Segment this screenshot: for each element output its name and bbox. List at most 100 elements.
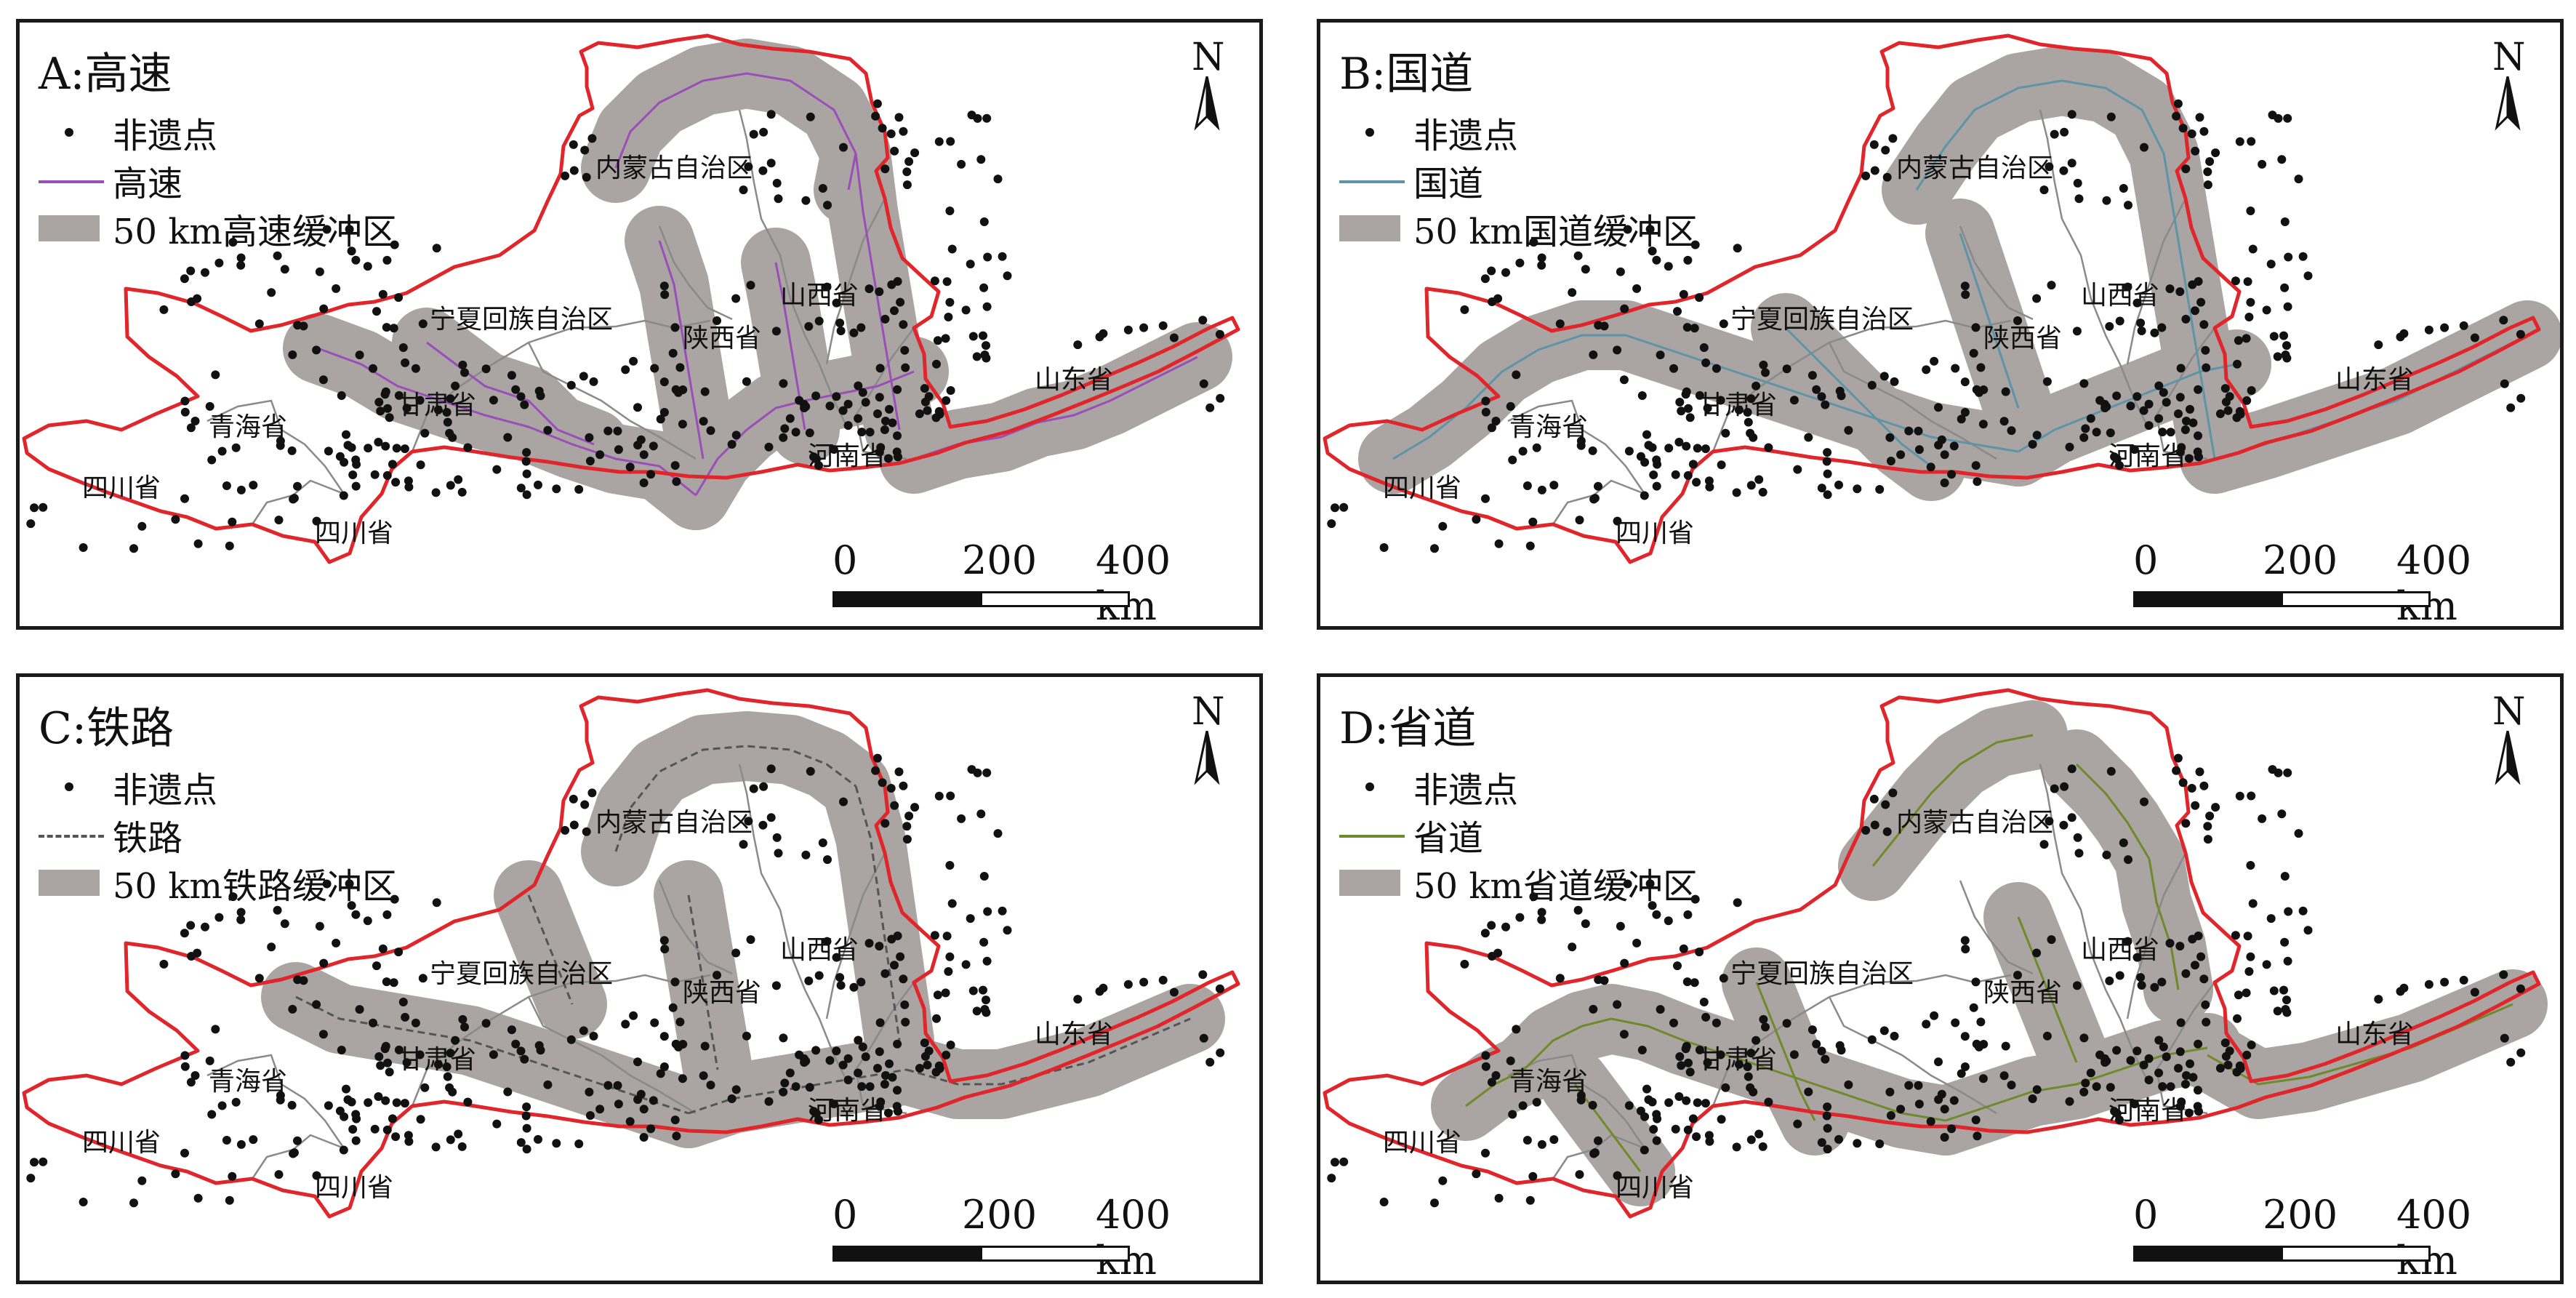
scale-bar: 0 200 400 km	[2133, 537, 2471, 626]
heritage-point	[1701, 358, 1711, 367]
heritage-point	[650, 1018, 659, 1027]
heritage-point	[579, 1026, 588, 1035]
heritage-point	[378, 944, 388, 953]
heritage-point	[2102, 196, 2111, 205]
scale-tick-label: 200	[962, 1192, 1038, 1238]
heritage-point	[398, 343, 408, 352]
heritage-point	[1645, 879, 1655, 889]
heritage-point	[739, 185, 748, 195]
heritage-point	[886, 784, 896, 793]
heritage-point	[1870, 166, 1879, 175]
heritage-point	[857, 428, 867, 437]
heritage-point	[1746, 394, 1756, 404]
heritage-point	[1139, 323, 1149, 332]
heritage-point	[363, 262, 372, 271]
heritage-point	[849, 328, 859, 337]
heritage-point	[1999, 417, 2009, 426]
heritage-point	[355, 1005, 364, 1014]
heritage-point	[779, 379, 788, 388]
heritage-point	[2095, 1050, 2105, 1059]
map-legend: 非遗点 铁路 50 km铁路缓冲区	[39, 763, 397, 907]
heritage-point	[2172, 111, 2181, 121]
heritage-point	[1537, 1139, 1546, 1149]
heritage-point	[364, 444, 373, 453]
heritage-point	[1648, 247, 1657, 256]
heritage-point	[1695, 390, 1704, 400]
heritage-point	[1169, 987, 1179, 997]
heritage-point	[318, 1030, 328, 1039]
heritage-point	[2079, 1087, 2089, 1097]
heritage-point	[1752, 1035, 1761, 1045]
heritage-point	[873, 1064, 882, 1073]
heritage-point	[2280, 217, 2290, 226]
heritage-point	[1817, 1138, 1826, 1147]
heritage-point	[1914, 1099, 1924, 1109]
map-panel-a: 内蒙古自治区 宁夏回族自治区 陕西省 山西省 甘肃省 青海省 四川省 四川省 河南省 山东省 A:高…	[16, 19, 1263, 630]
heritage-point	[659, 377, 669, 387]
heritage-point	[1620, 304, 1629, 313]
heritage-point	[2193, 1102, 2202, 1111]
heritage-point	[1649, 470, 1658, 479]
heritage-point	[2294, 175, 2303, 184]
heritage-point	[1573, 251, 1583, 260]
heritage-point	[931, 1067, 941, 1077]
heritage-point	[2073, 833, 2082, 842]
heritage-point	[351, 255, 361, 265]
heritage-point	[228, 892, 238, 902]
heritage-point	[656, 414, 665, 424]
heritage-point	[404, 1131, 413, 1140]
heritage-point	[522, 1145, 531, 1154]
heritage-point	[534, 1134, 542, 1144]
heritage-point	[401, 1012, 410, 1022]
heritage-point	[888, 1073, 897, 1082]
heritage-point	[1978, 420, 1988, 429]
heritage-point	[998, 906, 1007, 916]
heritage-point	[945, 861, 955, 870]
heritage-point	[587, 134, 597, 143]
heritage-point	[672, 1131, 681, 1141]
heritage-point	[1817, 484, 1826, 493]
heritage-point	[1679, 289, 1688, 299]
heritage-point	[345, 879, 354, 889]
heritage-point	[481, 364, 491, 374]
heritage-point	[749, 784, 758, 793]
heritage-point	[589, 1031, 598, 1041]
heritage-point	[854, 414, 863, 423]
heritage-point	[1199, 1033, 1208, 1043]
heritage-point	[2050, 129, 2059, 139]
heritage-point	[2283, 113, 2292, 123]
heritage-point	[1652, 455, 1661, 465]
heritage-point	[2188, 418, 2198, 428]
heritage-point	[1590, 494, 1600, 503]
north-arrow-icon: N	[1181, 690, 1232, 792]
heritage-point	[972, 352, 982, 361]
heritage-point	[190, 417, 200, 425]
heritage-point	[625, 1117, 635, 1126]
heritage-point	[2126, 1056, 2135, 1065]
heritage-point	[871, 766, 880, 775]
heritage-point	[2081, 1078, 2090, 1088]
heritage-point	[1754, 475, 1764, 484]
heritage-point	[2039, 185, 2049, 195]
heritage-point	[2059, 166, 2069, 175]
heritage-point	[1198, 316, 1208, 325]
heritage-point	[2281, 350, 2290, 359]
heritage-point	[383, 404, 392, 413]
heritage-point	[1716, 396, 1725, 405]
province-label: 河南省	[2108, 441, 2187, 471]
heritage-point	[340, 1112, 349, 1121]
heritage-point	[249, 481, 258, 490]
heritage-point	[351, 1136, 361, 1145]
road-line	[854, 785, 901, 1041]
heritage-point	[30, 1158, 39, 1167]
heritage-point	[639, 1105, 649, 1114]
heritage-point	[1823, 490, 1832, 500]
heritage-point	[1937, 435, 1946, 444]
heritage-point	[980, 1005, 990, 1014]
heritage-point	[982, 956, 992, 966]
heritage-point	[2220, 384, 2230, 393]
heritage-point	[2173, 753, 2183, 763]
heritage-point	[678, 420, 687, 429]
heritage-point	[1949, 1096, 1959, 1105]
heritage-point	[941, 334, 950, 343]
